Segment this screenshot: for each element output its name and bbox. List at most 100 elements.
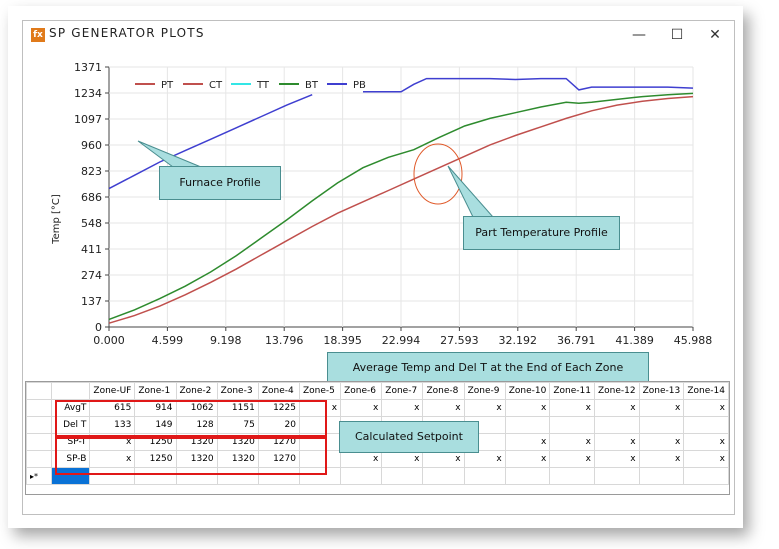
- legend-label-ct: CT: [209, 80, 223, 91]
- column-header[interactable]: Zone-5: [298, 382, 342, 400]
- legend-label-tt: TT: [256, 80, 270, 91]
- column-header[interactable]: Zone-13: [638, 382, 685, 400]
- y-tick-label: 411: [81, 243, 102, 256]
- y-tick-label: 137: [81, 295, 102, 308]
- part-temperature-callout: Part Temperature Profile: [463, 216, 620, 250]
- table-cell[interactable]: [340, 467, 383, 485]
- grid-corner-cell: [26, 382, 52, 400]
- legend-label-bt: BT: [305, 80, 319, 91]
- table-cell[interactable]: x: [422, 399, 465, 417]
- x-tick-label: 27.593: [440, 334, 479, 347]
- zone-data-grid: Zone-UF Zone-1 Zone-2 Zone-3 Zone-4 Zone-5 Zon…: [25, 381, 730, 495]
- column-header[interactable]: Zone-14: [683, 382, 729, 400]
- row-selector[interactable]: [26, 450, 52, 468]
- table-cell[interactable]: x: [463, 450, 506, 468]
- column-header[interactable]: Zone-8: [422, 382, 465, 400]
- series-line-pb: [108, 77, 694, 190]
- table-cell[interactable]: x: [594, 433, 640, 451]
- table-cell[interactable]: x: [340, 399, 383, 417]
- y-tick-label: 274: [81, 269, 102, 282]
- table-cell[interactable]: [549, 467, 595, 485]
- maximize-button[interactable]: ☐: [670, 27, 684, 43]
- selected-cell[interactable]: [50, 467, 91, 485]
- table-cell[interactable]: x: [594, 450, 640, 468]
- app-icon: fx: [31, 28, 45, 42]
- table-cell[interactable]: [683, 467, 729, 485]
- table-cell[interactable]: [683, 416, 729, 434]
- setpoint-highlight-box: [55, 437, 327, 475]
- table-cell[interactable]: x: [638, 399, 685, 417]
- table-cell[interactable]: [594, 416, 640, 434]
- title-bar: fx SP GENERATOR PLOTS — ☐ ✕: [23, 21, 734, 49]
- x-tick-label: 0.000: [93, 334, 125, 347]
- column-header[interactable]: Zone-9: [463, 382, 506, 400]
- x-tick-label: 41.389: [615, 334, 654, 347]
- y-tick-label: 686: [81, 191, 102, 204]
- column-header[interactable]: Zone-UF: [89, 382, 136, 400]
- furnace-pointer: [137, 140, 202, 168]
- x-tick-label: 4.599: [152, 334, 184, 347]
- table-cell[interactable]: x: [549, 450, 595, 468]
- table-cell[interactable]: x: [340, 450, 383, 468]
- column-header[interactable]: Zone-11: [549, 382, 595, 400]
- column-header[interactable]: Zone-1: [134, 382, 177, 400]
- row-selector[interactable]: [26, 416, 52, 434]
- table-cell[interactable]: x: [504, 399, 551, 417]
- table-cell[interactable]: [463, 467, 506, 485]
- minimize-button[interactable]: —: [632, 27, 646, 43]
- y-tick-label: 960: [81, 139, 102, 152]
- row-selector[interactable]: [26, 399, 52, 417]
- table-cell[interactable]: [638, 416, 685, 434]
- zone-table: Zone-UF Zone-1 Zone-2 Zone-3 Zone-4 Zone-5 Zon…: [26, 382, 729, 485]
- table-cell[interactable]: x: [422, 450, 465, 468]
- table-cell[interactable]: [638, 467, 685, 485]
- table-cell[interactable]: [594, 467, 640, 485]
- y-tick-label: 1097: [74, 113, 102, 126]
- legend-label-pt: PT: [161, 80, 174, 91]
- x-tick-label: 18.395: [323, 334, 362, 347]
- column-header[interactable]: Zone-10: [504, 382, 551, 400]
- table-cell[interactable]: x: [549, 399, 595, 417]
- table-cell[interactable]: [504, 467, 551, 485]
- y-axis-label: Temp [°C]: [51, 194, 62, 245]
- close-button[interactable]: ✕: [709, 27, 721, 43]
- x-tick-label: 45.988: [674, 334, 713, 347]
- legend-label-pb: PB: [353, 80, 366, 91]
- column-header[interactable]: Zone-12: [594, 382, 640, 400]
- table-cell[interactable]: x: [504, 433, 551, 451]
- y-tick-label: 0: [95, 321, 102, 334]
- series-line-bt: [108, 92, 694, 321]
- table-cell[interactable]: x: [638, 433, 685, 451]
- table-cell[interactable]: x: [683, 450, 729, 468]
- table-cell[interactable]: x: [638, 450, 685, 468]
- table-cell[interactable]: x: [463, 399, 506, 417]
- part-pointer: [447, 165, 495, 218]
- table-cell[interactable]: [504, 416, 551, 434]
- average-temp-callout: Average Temp and Del T at the End of Eac…: [327, 352, 649, 384]
- new-row: ▸*: [26, 467, 729, 485]
- column-header[interactable]: Zone-2: [175, 382, 218, 400]
- row-selector[interactable]: [26, 433, 52, 451]
- new-row-marker[interactable]: ▸*: [26, 467, 52, 485]
- y-tick-label: 548: [81, 217, 102, 230]
- column-header[interactable]: Zone-4: [257, 382, 300, 400]
- column-header[interactable]: Zone-7: [381, 382, 424, 400]
- table-cell[interactable]: [422, 467, 465, 485]
- x-tick-label: 9.198: [210, 334, 242, 347]
- table-cell[interactable]: x: [594, 399, 640, 417]
- column-header[interactable]: Zone-6: [340, 382, 383, 400]
- table-cell[interactable]: [549, 416, 595, 434]
- table-cell[interactable]: x: [683, 399, 729, 417]
- table-cell[interactable]: x: [381, 399, 424, 417]
- table-cell[interactable]: [381, 467, 424, 485]
- table-cell[interactable]: x: [381, 450, 424, 468]
- furnace-profile-callout: Furnace Profile: [159, 166, 281, 200]
- x-tick-label: 36.791: [557, 334, 596, 347]
- table-cell[interactable]: x: [683, 433, 729, 451]
- table-cell[interactable]: x: [504, 450, 551, 468]
- column-header[interactable]: [50, 382, 91, 400]
- column-header[interactable]: Zone-3: [216, 382, 259, 400]
- table-cell[interactable]: x: [549, 433, 595, 451]
- table-row: AvgT 615 914 1062 1151 1225 x x x x x x x x x x: [26, 399, 729, 417]
- series-line-pt: [108, 95, 694, 324]
